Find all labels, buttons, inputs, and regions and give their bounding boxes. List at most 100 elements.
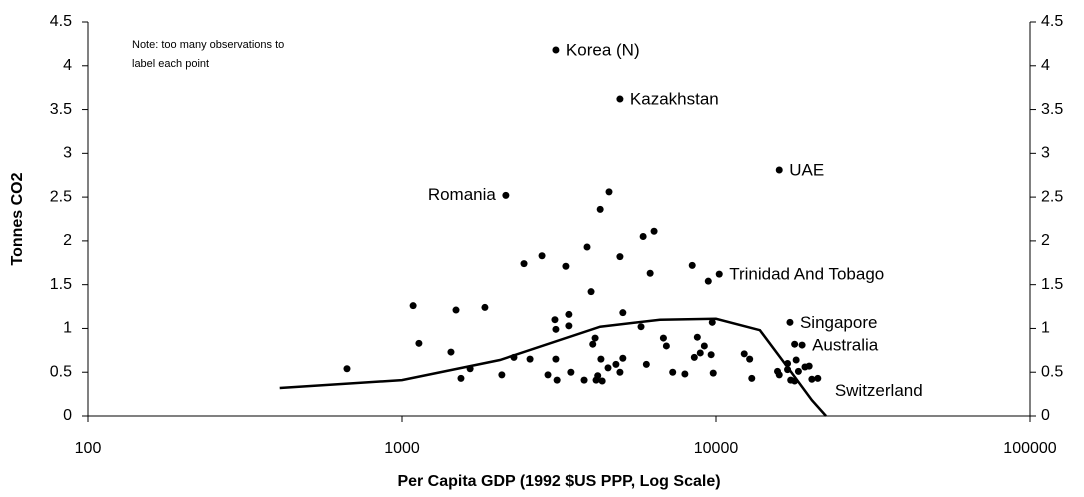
point [589, 340, 597, 348]
point [693, 333, 701, 341]
point [544, 371, 552, 379]
point [594, 372, 602, 380]
point [552, 325, 560, 333]
point [587, 288, 595, 296]
y2-tick-label: 3 [1041, 145, 1050, 162]
y-tick-label: 2.5 [50, 188, 72, 205]
point [748, 374, 756, 382]
point [526, 355, 534, 363]
y-tick-label: 1 [63, 320, 72, 337]
y-tick-label: 0.5 [50, 363, 72, 380]
point [708, 318, 716, 326]
x-tick-label: 10000 [694, 440, 739, 457]
point [567, 368, 575, 376]
y-tick-label: 2 [63, 232, 72, 249]
x-tick-label: 100 [75, 440, 102, 457]
point [746, 355, 754, 363]
y2-tick-label: 4.5 [1041, 13, 1063, 30]
point [775, 166, 783, 174]
point [700, 342, 708, 350]
point-label: Trinidad And Tobago [729, 265, 884, 284]
point [510, 353, 518, 361]
point [598, 377, 606, 385]
point [791, 340, 799, 348]
point [637, 323, 645, 331]
point [616, 368, 624, 376]
y2-tick-label: 1 [1041, 320, 1050, 337]
point [596, 205, 604, 213]
y-tick-label: 1.5 [50, 276, 72, 293]
point [786, 318, 794, 326]
y2-tick-label: 0.5 [1041, 363, 1063, 380]
point [552, 46, 560, 54]
point [704, 277, 712, 285]
point [715, 270, 723, 278]
point-label: Switzerland [835, 381, 923, 400]
y-tick-label: 3 [63, 145, 72, 162]
point [784, 366, 792, 374]
point [605, 188, 613, 196]
x-tick-label: 100000 [1003, 440, 1056, 457]
point-label: Kazakhstan [630, 90, 719, 109]
point [798, 341, 806, 349]
point [597, 355, 605, 363]
point [502, 191, 510, 199]
point [805, 362, 813, 370]
point [616, 253, 624, 261]
point [662, 342, 670, 350]
point-label: Singapore [800, 313, 878, 332]
y-axis-title: Tonnes CO2 [9, 172, 26, 265]
point [696, 349, 704, 357]
y2-tick-label: 2.5 [1041, 188, 1063, 205]
x-tick-label: 1000 [384, 440, 420, 457]
point [466, 365, 474, 373]
point [791, 377, 799, 385]
point [619, 354, 627, 362]
point [591, 334, 599, 342]
y2-tick-label: 1.5 [1041, 276, 1063, 293]
point [562, 262, 570, 270]
point [553, 376, 561, 384]
point [447, 348, 455, 356]
point [457, 374, 465, 382]
point-label: Romania [428, 185, 497, 204]
point [681, 370, 689, 378]
y2-tick-label: 2 [1041, 232, 1050, 249]
point [604, 364, 612, 372]
point [616, 95, 624, 103]
y-tick-label: 0 [63, 407, 72, 424]
y2-tick-label: 4 [1041, 57, 1050, 74]
point [650, 227, 658, 235]
point [565, 310, 573, 318]
point [646, 269, 654, 277]
point-label: Australia [812, 336, 879, 355]
point [808, 375, 816, 383]
note: label each point [132, 58, 209, 70]
point [580, 376, 588, 384]
point [690, 353, 698, 361]
fit-curve [279, 317, 827, 417]
point [612, 360, 620, 368]
point [498, 371, 506, 379]
y-tick-label: 4 [63, 57, 72, 74]
point [639, 233, 647, 241]
point [794, 367, 802, 375]
point [538, 252, 546, 260]
point [740, 350, 748, 358]
y2-tick-label: 3.5 [1041, 101, 1063, 118]
point [343, 365, 351, 373]
point [583, 243, 591, 251]
point-label: Korea (N) [566, 41, 640, 60]
note: Note: too many observations to [132, 39, 284, 51]
point [551, 316, 559, 324]
point [565, 322, 573, 330]
point [688, 261, 696, 269]
point [415, 339, 423, 347]
point [552, 355, 560, 363]
point [520, 260, 528, 268]
point-label: UAE [789, 160, 824, 179]
point [784, 359, 792, 367]
point [619, 309, 627, 317]
point [814, 374, 822, 382]
